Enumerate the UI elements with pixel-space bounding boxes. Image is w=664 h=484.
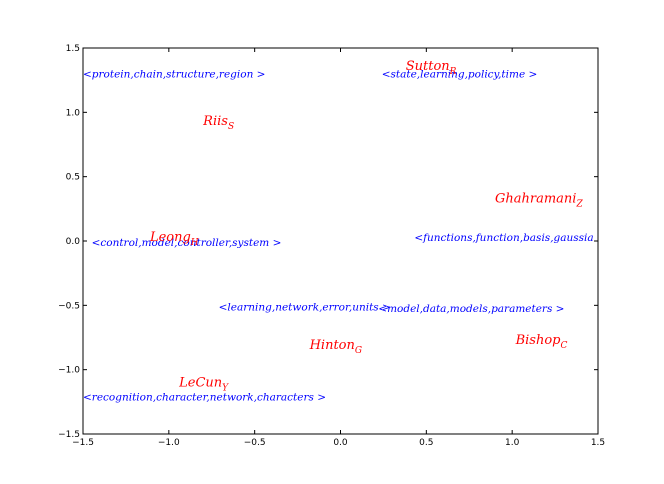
plot-area [82, 47, 599, 435]
x-tick-label: −1.5 [72, 438, 94, 448]
topic-label: <protein,chain,structure,region > [83, 69, 265, 81]
y-tick-label: −1.0 [58, 366, 80, 376]
chart-marks: <protein,chain,structure,region > <state,… [83, 59, 594, 404]
y-tick-label: 1.5 [66, 44, 80, 54]
y-tick-label: 0.0 [66, 237, 81, 247]
author-subscript: G [355, 346, 362, 356]
topic-label: <model,data,models,parameters > [378, 303, 564, 315]
author-subscript: S [228, 122, 234, 132]
author-name: LeCun [178, 375, 222, 390]
axis-ticks: −1.5 −1.0 −0.5 0.0 0.5 1.0 1.5 1.5 1.0 0.5 0.0 −0.5… [58, 44, 605, 448]
y-tick-label: −0.5 [58, 301, 80, 311]
y-tick-label: −1.5 [58, 430, 80, 440]
author-label: LeCunY [178, 375, 229, 393]
author-label: BishopC [515, 333, 568, 351]
topic-label: <learning,network,error,units > [219, 301, 391, 313]
author-name: Leong [149, 230, 191, 245]
author-label: LeongH [149, 230, 199, 248]
topic-label: <control,model,controller,system > [92, 237, 282, 249]
topic-label: <recognition,character,network,character… [83, 392, 326, 404]
x-tick-label: 1.0 [505, 438, 520, 448]
author-name: Riis [202, 114, 228, 129]
author-name: Bishop [515, 333, 562, 348]
topic-label: <state,learning,policy,time > [382, 69, 538, 81]
author-subscript: H [190, 238, 199, 248]
author-subscript: Y [222, 383, 229, 393]
author-name: Hinton [309, 338, 355, 353]
author-name: Sutton [406, 59, 450, 74]
y-tick-label: 1.0 [66, 108, 81, 118]
topic-label: <functions,function,basis,gaussia [414, 232, 593, 244]
author-name: Ghahramani [495, 191, 576, 206]
x-tick-label: −0.5 [244, 438, 266, 448]
author-label: HintonG [309, 338, 363, 356]
author-subscript: C [561, 341, 568, 351]
x-tick-label: 0.5 [419, 438, 433, 448]
x-tick-label: 0.0 [333, 438, 348, 448]
author-label: GhahramaniZ [495, 191, 583, 209]
author-label: SuttonR [406, 59, 457, 77]
author-subscript: R [449, 67, 457, 77]
author-label: RiisS [202, 114, 234, 132]
author-subscript: Z [575, 199, 583, 209]
x-tick-label: −1.0 [158, 438, 180, 448]
x-tick-label: 1.5 [591, 438, 605, 448]
y-tick-label: 0.5 [66, 173, 80, 183]
